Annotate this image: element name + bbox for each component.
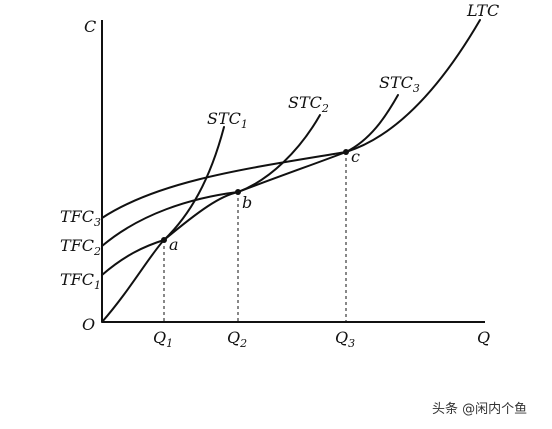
stc1-curve: [101, 126, 225, 276]
point-c-label: c: [351, 147, 360, 166]
q1-label: Q1: [153, 328, 173, 350]
stc1-label: STC1: [207, 109, 248, 131]
point-c: [343, 149, 349, 155]
stc3-label: STC3: [379, 73, 420, 95]
q3-label: Q3: [335, 328, 355, 350]
tfc3-label: TFC3: [60, 207, 101, 229]
tfc1-label: TFC1: [60, 270, 101, 292]
ltc-curve: [101, 19, 481, 323]
ltc-label: LTC: [466, 1, 499, 20]
q2-label: Q2: [227, 328, 247, 350]
point-b-label: b: [242, 193, 252, 212]
x-axis-label: Q: [477, 328, 490, 347]
stc2-curve: [101, 114, 321, 247]
tfc2-label: TFC2: [60, 236, 101, 258]
stc2-label: STC2: [288, 93, 329, 115]
point-a-label: a: [169, 235, 179, 254]
point-b: [235, 189, 241, 195]
watermark: 头条 @闲内个鱼: [432, 401, 527, 417]
y-axis-label: C: [84, 17, 96, 36]
point-a: [161, 237, 167, 243]
stc3-curve: [101, 94, 399, 219]
origin-label: O: [82, 315, 95, 334]
